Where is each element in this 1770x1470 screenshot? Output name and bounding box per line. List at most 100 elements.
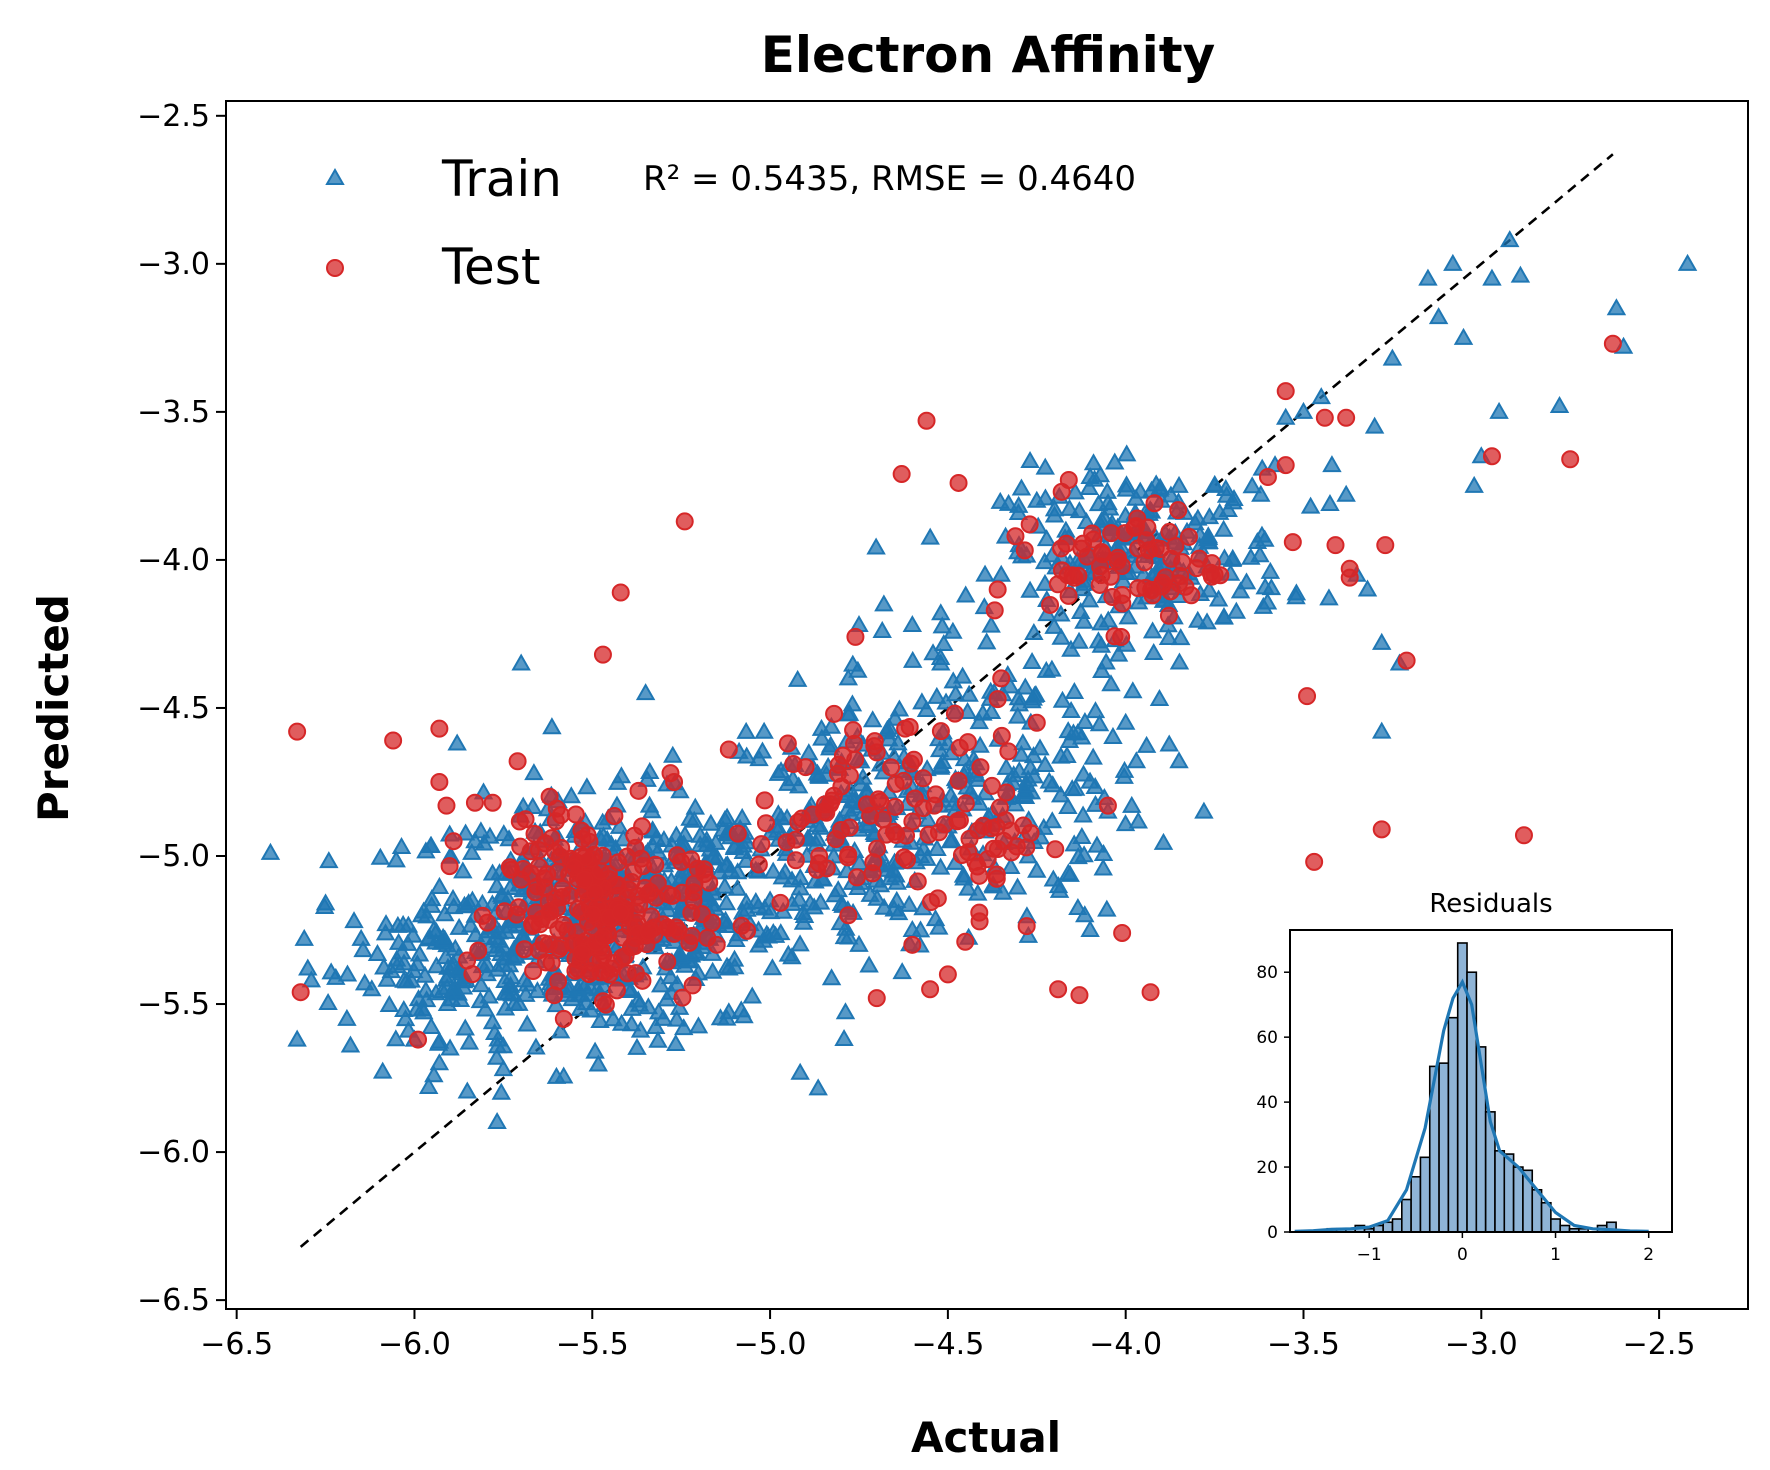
- test-point: [988, 839, 1007, 858]
- histogram-bar: [1419, 1156, 1431, 1233]
- train-point: [418, 1076, 439, 1094]
- train-point: [821, 716, 842, 734]
- train-point: [1194, 801, 1214, 819]
- train-point: [1065, 482, 1085, 500]
- train-point: [675, 825, 695, 843]
- train-point: [1510, 265, 1531, 283]
- train-point: [1336, 484, 1356, 502]
- train-point: [1677, 253, 1698, 271]
- test-point: [1372, 820, 1391, 839]
- train-point: [842, 694, 863, 712]
- test-point: [1162, 549, 1181, 568]
- train-point: [362, 979, 382, 997]
- train-point: [388, 932, 409, 950]
- train-point: [696, 830, 717, 848]
- train-point: [927, 839, 947, 857]
- train-point: [1090, 465, 1111, 483]
- inset-title: Residuals: [1429, 889, 1552, 919]
- test-point: [591, 963, 610, 982]
- test-point: [683, 976, 702, 995]
- train-point: [973, 703, 993, 721]
- test-point: [635, 879, 654, 898]
- test-point: [540, 902, 559, 921]
- train-point: [1122, 795, 1142, 813]
- train-point: [872, 620, 892, 638]
- test-point: [463, 965, 482, 984]
- train-point: [517, 974, 538, 992]
- train-point: [996, 757, 1016, 775]
- train-point: [954, 749, 975, 767]
- histogram-bar: [1550, 1218, 1561, 1233]
- test-point: [1052, 539, 1071, 558]
- kde-curve: [1294, 978, 1649, 1233]
- train-point: [386, 1029, 406, 1047]
- test-point: [575, 870, 594, 889]
- train-point: [462, 890, 483, 908]
- train-point: [1158, 628, 1179, 646]
- train-point: [597, 829, 617, 847]
- y-tick-label: −5.0: [137, 839, 210, 874]
- train-point: [885, 708, 905, 726]
- train-point: [1058, 796, 1078, 814]
- test-point: [914, 769, 933, 788]
- train-point: [496, 921, 516, 939]
- train-point: [1226, 601, 1247, 619]
- train-point: [1094, 508, 1115, 526]
- test-point: [586, 883, 605, 902]
- train-point: [1096, 652, 1116, 670]
- inset-x-tick-label: 1: [1550, 1245, 1561, 1265]
- train-point: [731, 1000, 751, 1018]
- test-point: [869, 790, 888, 809]
- test-point: [646, 855, 665, 874]
- train-point: [990, 491, 1010, 509]
- train-point: [1242, 476, 1262, 494]
- test-point: [990, 798, 1009, 817]
- train-point: [375, 923, 396, 941]
- test-point: [673, 883, 692, 902]
- test-point: [1049, 980, 1068, 999]
- train-point: [754, 721, 774, 739]
- train-point: [981, 615, 1001, 633]
- test-point: [1305, 852, 1324, 871]
- test-point: [659, 919, 678, 938]
- x-tick-label: −2.5: [1623, 1327, 1696, 1362]
- train-point: [1418, 268, 1438, 286]
- train-point: [1489, 401, 1509, 419]
- train-point: [754, 898, 775, 916]
- train-point: [344, 911, 364, 929]
- test-point: [682, 903, 701, 922]
- train-point: [1007, 706, 1028, 724]
- test-point: [908, 872, 927, 891]
- train-point: [1322, 455, 1342, 473]
- train-point: [1372, 721, 1392, 739]
- train-point: [1097, 899, 1117, 917]
- test-point: [665, 772, 684, 791]
- test-point: [873, 810, 892, 829]
- train-point: [1011, 744, 1032, 762]
- train-point: [590, 1011, 610, 1029]
- test-point: [698, 928, 717, 947]
- test-point: [624, 862, 643, 881]
- test-point: [607, 981, 626, 1000]
- test-point: [844, 721, 863, 740]
- train-point: [1022, 651, 1042, 669]
- train-point: [910, 920, 931, 938]
- test-point: [1182, 586, 1201, 605]
- train-point: [511, 653, 531, 671]
- test-point: [1103, 587, 1122, 606]
- train-point: [880, 868, 900, 886]
- train-point: [888, 733, 908, 751]
- train-point: [787, 669, 808, 687]
- train-point: [991, 564, 1011, 582]
- train-point: [1035, 488, 1056, 506]
- train-point: [892, 962, 912, 980]
- train-point: [627, 1037, 647, 1055]
- test-point: [510, 812, 529, 831]
- train-point: [1027, 860, 1047, 878]
- train-point: [1068, 898, 1088, 916]
- test-point: [839, 906, 858, 925]
- train-point: [500, 978, 520, 996]
- train-point: [1300, 496, 1321, 514]
- train-point: [429, 1031, 450, 1049]
- train-point: [768, 804, 789, 822]
